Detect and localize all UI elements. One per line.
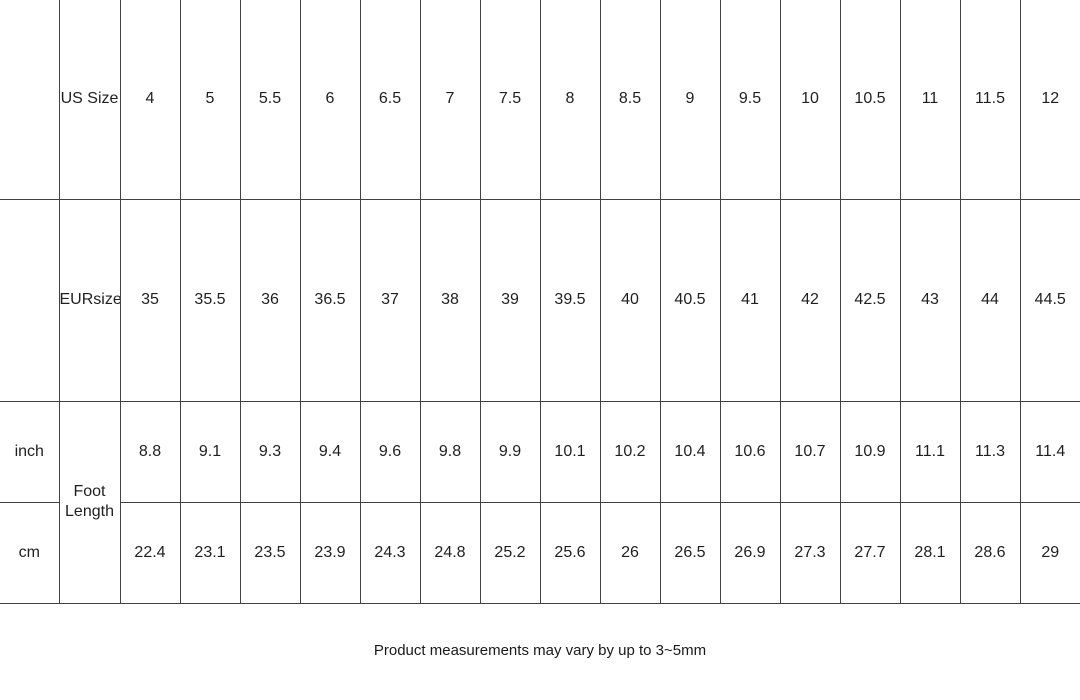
table-cell: 39 xyxy=(479,198,541,402)
inch-row: inch Foot Length 8.8 9.1 9.3 9.4 9.6 9.8… xyxy=(0,400,1080,604)
table-cell: 6 xyxy=(299,0,361,200)
table-cell: 9.3 xyxy=(239,400,301,503)
table-cell: 27.7 xyxy=(839,501,901,604)
us-size-row: US Size 4 5 5.5 6 6.5 7 7.5 8 8.5 9 9.5 … xyxy=(0,0,1080,200)
table-cell: 23.5 xyxy=(239,501,301,604)
table-cell: 11.5 xyxy=(959,0,1021,200)
table-cell: 11.4 xyxy=(1019,400,1080,503)
table-cell: 24.8 xyxy=(419,501,481,604)
table-cell: 38 xyxy=(419,198,481,402)
eur-size-label: EURsize xyxy=(58,198,121,402)
table-cell: 11 xyxy=(899,0,961,200)
table-cell: 28.6 xyxy=(959,501,1021,604)
table-cell: 9.8 xyxy=(419,400,481,503)
table-cell: 35.5 xyxy=(179,198,241,402)
table-cell: 23.9 xyxy=(299,501,361,604)
table-cell: 11.1 xyxy=(899,400,961,503)
table-cell: 7 xyxy=(419,0,481,200)
table-cell: 9.9 xyxy=(479,400,541,503)
table-cell: 22.4 xyxy=(119,501,181,604)
size-chart-table: US Size 4 5 5.5 6 6.5 7 7.5 8 8.5 9 9.5 … xyxy=(0,0,1080,604)
table-cell: 40 xyxy=(599,198,661,402)
table-cell: 28.1 xyxy=(899,501,961,604)
table-cell: 6.5 xyxy=(359,0,421,200)
table-cell: 36.5 xyxy=(299,198,361,402)
table-cell: 40.5 xyxy=(659,198,721,402)
table-cell: 10.7 xyxy=(779,400,841,503)
table-cell: 8 xyxy=(539,0,601,200)
table-cell: 41 xyxy=(719,198,781,402)
table-cell: 9.4 xyxy=(299,400,361,503)
table-cell: 44.5 xyxy=(1019,198,1080,402)
table-cell: 37 xyxy=(359,198,421,402)
table-cell: 25.6 xyxy=(539,501,601,604)
table-cell: 8.8 xyxy=(119,400,181,503)
table-cell: 9.5 xyxy=(719,0,781,200)
cm-unit-label: cm xyxy=(0,501,60,604)
table-cell: 42 xyxy=(779,198,841,402)
table-cell: 10.2 xyxy=(599,400,661,503)
table-cell: 10.5 xyxy=(839,0,901,200)
table-cell: 35 xyxy=(119,198,181,402)
table-cell: 9.1 xyxy=(179,400,241,503)
table-cell: 29 xyxy=(1019,501,1080,604)
table-cell: 5.5 xyxy=(239,0,301,200)
table-cell: 44 xyxy=(959,198,1021,402)
table-cell: 42.5 xyxy=(839,198,901,402)
table-cell: 9 xyxy=(659,0,721,200)
table-cell: 4 xyxy=(119,0,181,200)
cm-row: cm 22.4 23.1 23.5 23.9 24.3 24.8 25.2 25… xyxy=(0,501,1080,604)
table-cell: 5 xyxy=(179,0,241,200)
foot-length-label: Foot Length xyxy=(58,400,121,604)
table-cell: 10 xyxy=(779,0,841,200)
table-cell: 26 xyxy=(599,501,661,604)
table-cell: 10.9 xyxy=(839,400,901,503)
us-size-label: US Size xyxy=(58,0,121,200)
table-cell: 10.1 xyxy=(539,400,601,503)
table-cell: 23.1 xyxy=(179,501,241,604)
table-cell: 26.5 xyxy=(659,501,721,604)
table-cell: 39.5 xyxy=(539,198,601,402)
table-cell: 9.6 xyxy=(359,400,421,503)
table-cell: 11.3 xyxy=(959,400,1021,503)
corner-cell xyxy=(0,0,60,200)
table-cell: 24.3 xyxy=(359,501,421,604)
measurement-note: Product measurements may vary by up to 3… xyxy=(373,641,707,659)
table-cell: 26.9 xyxy=(719,501,781,604)
table-cell: 36 xyxy=(239,198,301,402)
table-cell: 8.5 xyxy=(599,0,661,200)
table-cell: 27.3 xyxy=(779,501,841,604)
table-cell: 7.5 xyxy=(479,0,541,200)
table-cell: 10.4 xyxy=(659,400,721,503)
eur-size-row: EURsize 35 35.5 36 36.5 37 38 39 39.5 40… xyxy=(0,198,1080,402)
corner-cell xyxy=(0,198,60,402)
table-cell: 25.2 xyxy=(479,501,541,604)
table-cell: 43 xyxy=(899,198,961,402)
table-cell: 10.6 xyxy=(719,400,781,503)
inch-unit-label: inch xyxy=(0,400,60,503)
table-cell: 12 xyxy=(1019,0,1080,200)
